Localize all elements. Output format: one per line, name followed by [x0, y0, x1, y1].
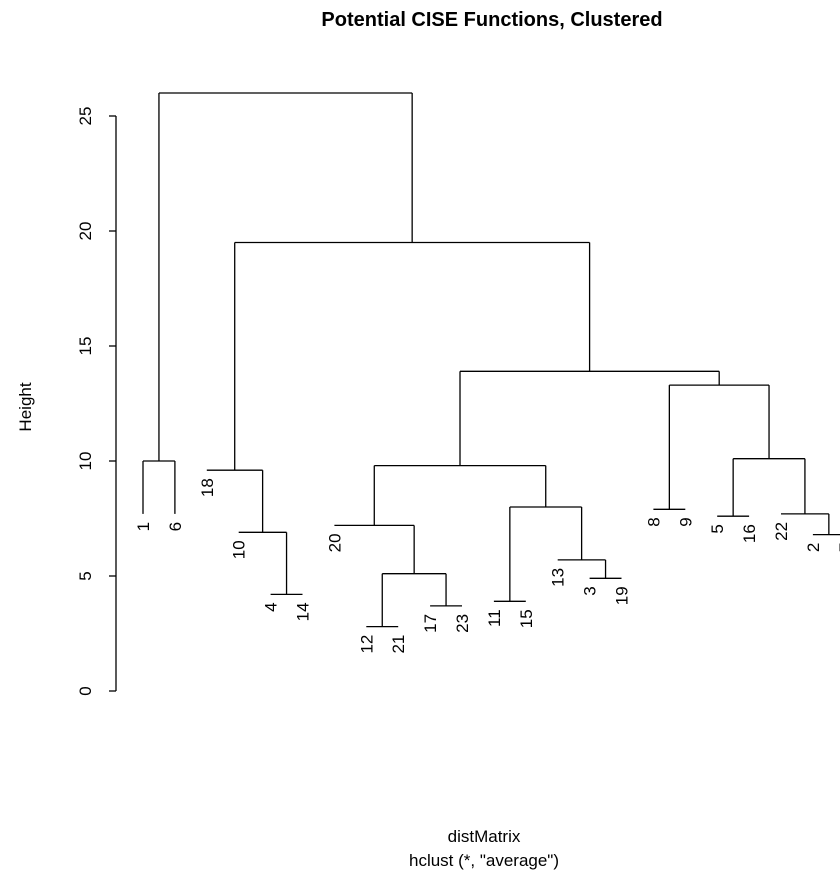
leaf-label: 19 — [613, 586, 632, 605]
y-axis-label: Height — [16, 382, 35, 431]
leaf-label: 15 — [517, 609, 536, 628]
leaf-label: 20 — [325, 533, 344, 552]
y-tick-label: 0 — [76, 686, 95, 695]
leaf-label: 10 — [230, 540, 249, 559]
leaf-label: 7 — [836, 543, 840, 552]
leaf-label: 14 — [294, 602, 313, 621]
leaf-label: 9 — [676, 517, 695, 526]
dendrogram-tree — [142, 92, 840, 628]
leaf-label: 11 — [485, 609, 504, 627]
leaf-label: 3 — [581, 586, 600, 595]
y-tick-label: 15 — [76, 337, 95, 356]
y-axis: 0 5 10 15 20 25 — [76, 107, 117, 696]
y-tick-label: 25 — [76, 107, 95, 126]
x-axis-label: distMatrix — [448, 827, 521, 846]
leaf-label: 21 — [389, 635, 408, 654]
leaf-label: 2 — [804, 543, 823, 552]
leaf-label: 16 — [740, 524, 759, 543]
leaf-label: 6 — [166, 522, 185, 531]
chart-title: Potential CISE Functions, Clustered — [321, 9, 662, 31]
leaf-label: 22 — [772, 522, 791, 541]
leaf-label: 5 — [708, 524, 727, 533]
leaf-label: 17 — [421, 614, 440, 633]
y-tick-label: 20 — [76, 222, 95, 241]
leaf-label: 4 — [262, 602, 281, 611]
leaf-label: 8 — [644, 517, 663, 526]
hclust-method-label: hclust (*, "average") — [409, 851, 559, 870]
leaf-label: 13 — [549, 568, 568, 587]
leaf-label: 18 — [198, 478, 217, 497]
y-tick-label: 10 — [76, 452, 95, 471]
leaf-label: 23 — [453, 614, 472, 633]
leaf-labels: 1618104142012211723111513319895162227 — [134, 478, 840, 653]
y-tick-label: 5 — [76, 571, 95, 580]
leaf-label: 12 — [357, 635, 376, 654]
leaf-label: 1 — [134, 522, 153, 531]
